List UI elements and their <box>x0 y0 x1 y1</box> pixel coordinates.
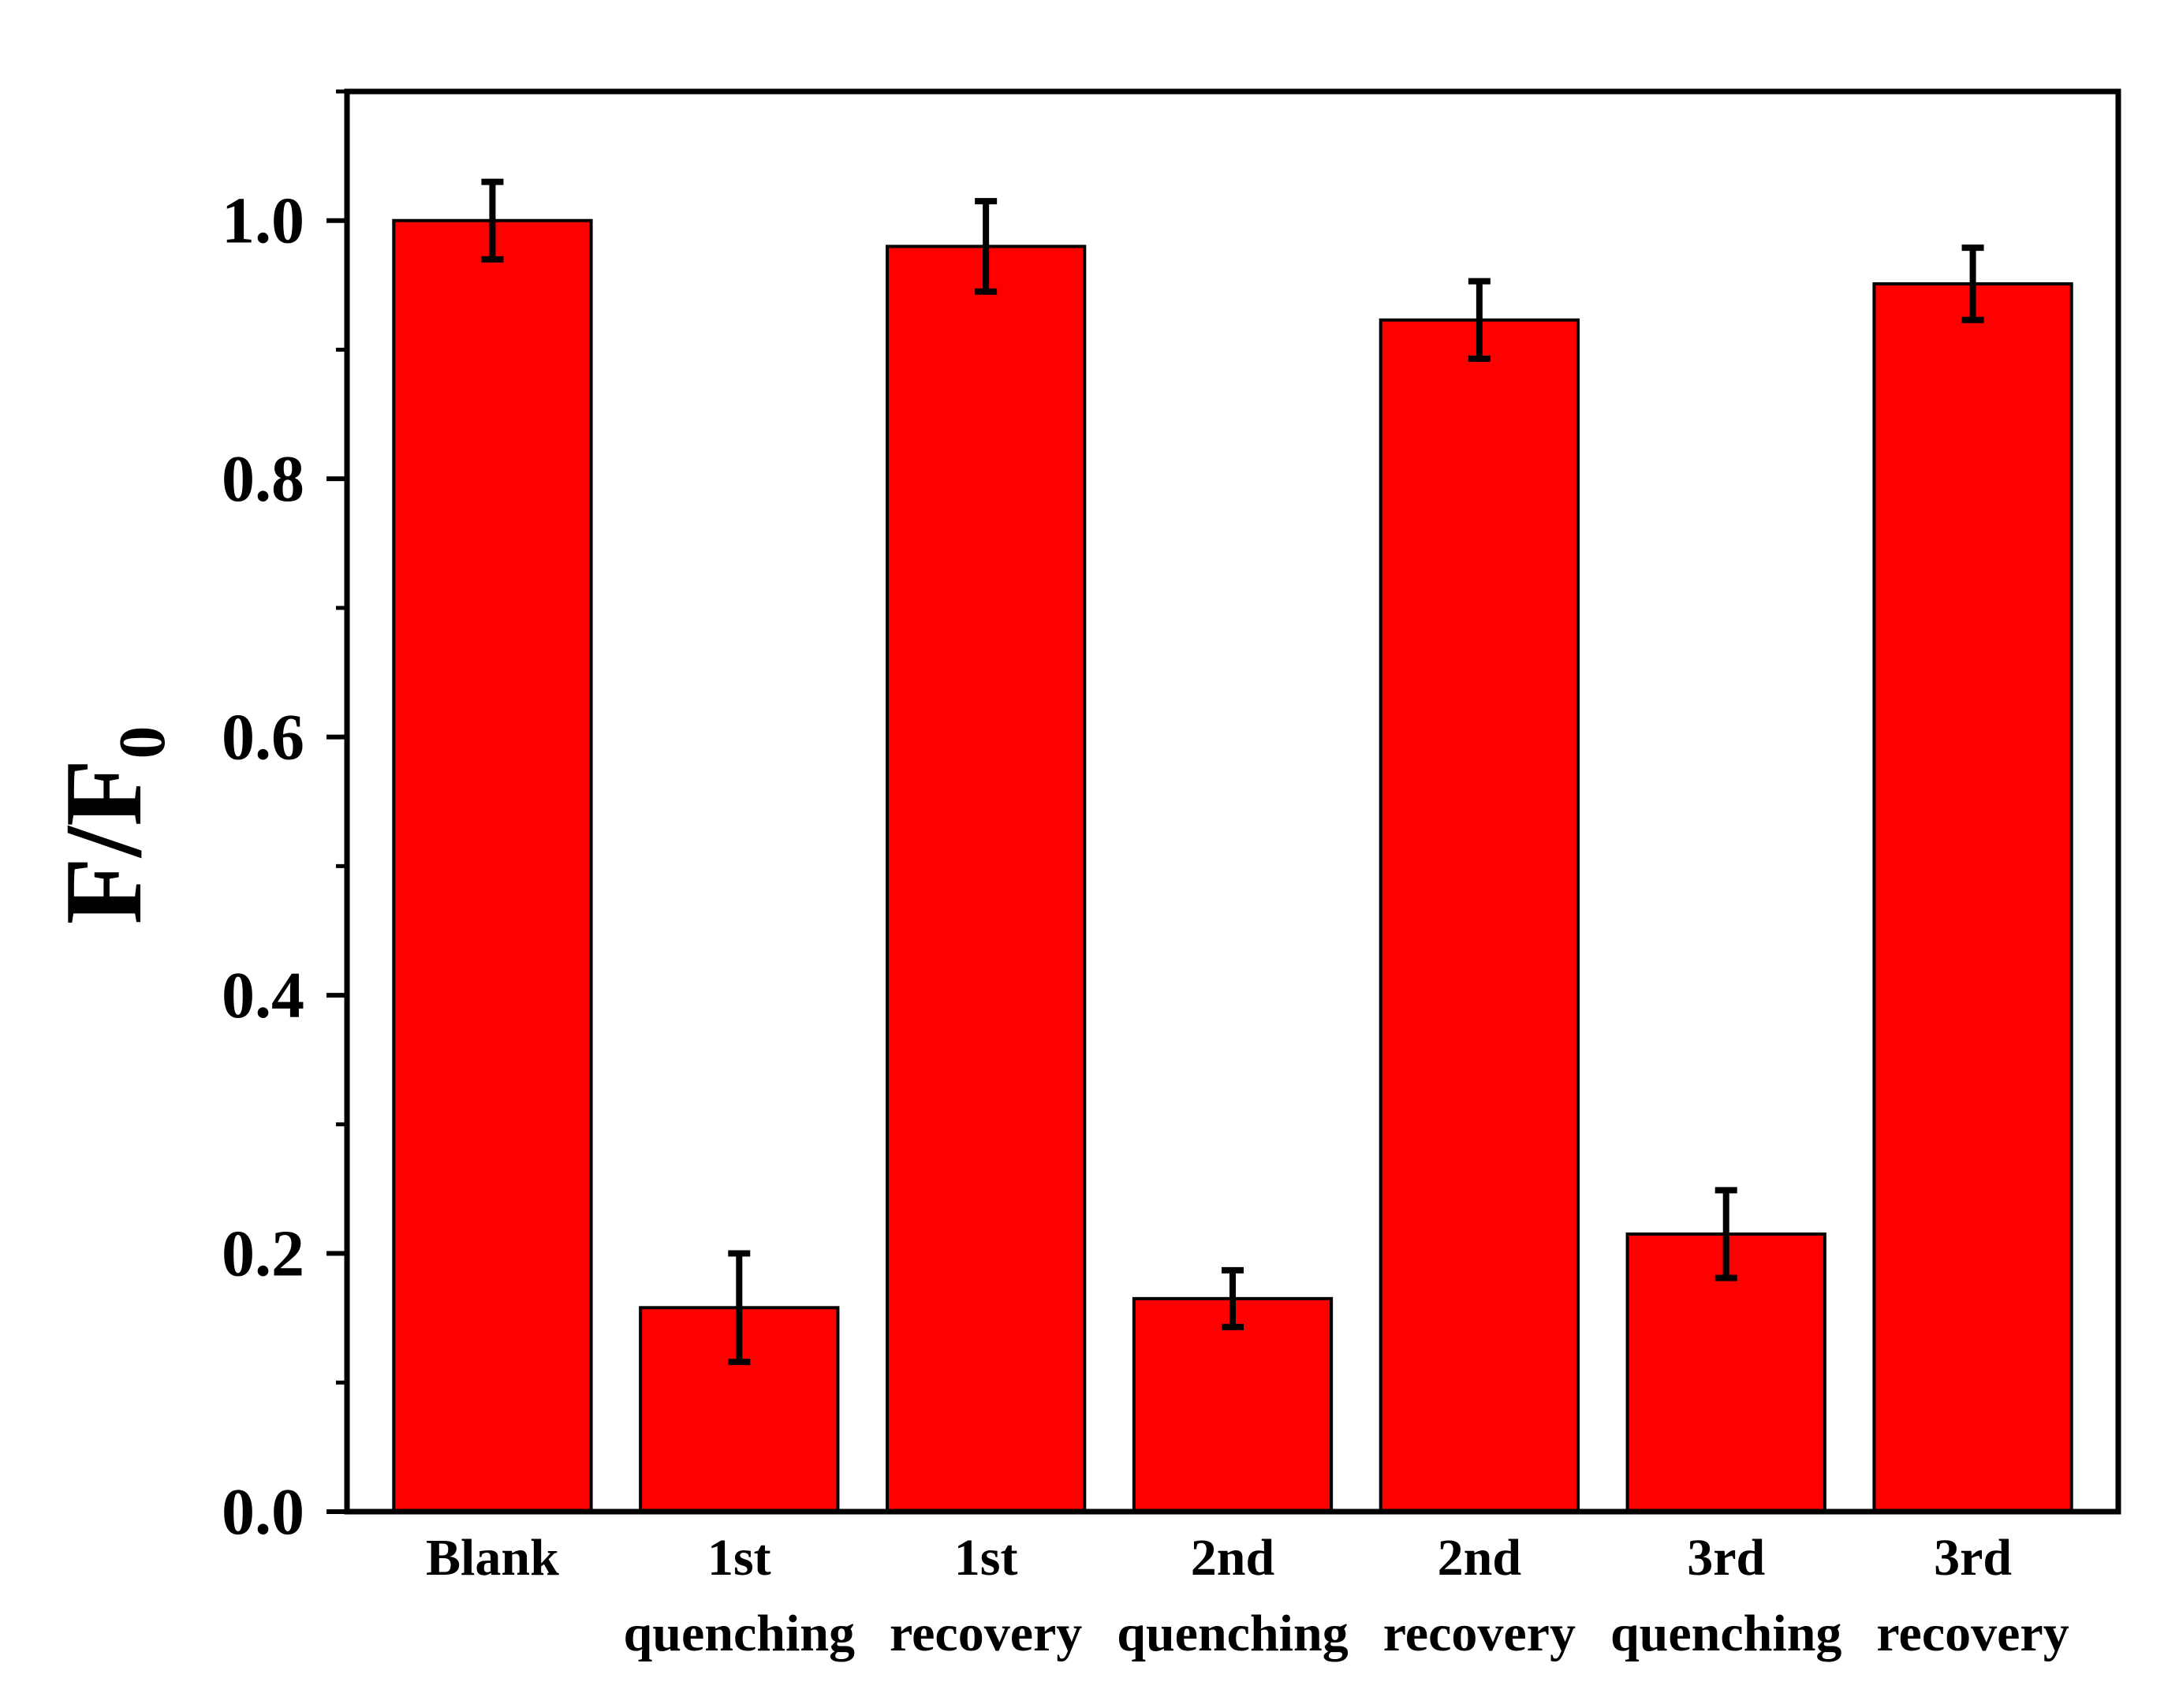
y-tick-label: 0.4 <box>222 959 304 1032</box>
y-axis-label-layer: F/F0 <box>43 726 179 925</box>
x-category-label: Blank <box>426 1529 559 1587</box>
y-axis-label-subscript: 0 <box>106 726 179 759</box>
y-tick-label: 0.6 <box>222 701 304 774</box>
error-bars-layer <box>481 178 1984 1366</box>
x-category-label-line: quenching <box>624 1605 855 1662</box>
bar <box>1379 318 1580 1514</box>
x-category-label-line: recovery <box>1383 1605 1576 1662</box>
x-category-label-line: 3rd <box>1687 1529 1765 1587</box>
x-category-label-line: quenching <box>1117 1605 1348 1662</box>
bar <box>1132 1296 1334 1513</box>
y-axis-label-main: F/F <box>43 759 165 925</box>
bar <box>392 218 593 1513</box>
x-category-label-line: 1st <box>954 1529 1018 1587</box>
x-category-label: 1st recovery <box>890 1529 1082 1662</box>
y-tick-label: 0.0 <box>222 1475 304 1549</box>
x-category-label-line: 1st <box>707 1529 771 1587</box>
x-category-label-line: Blank <box>426 1529 559 1587</box>
axes-layer <box>326 88 2121 1515</box>
x-category-label-line: quenching <box>1610 1605 1841 1662</box>
y-tick-label: 0.2 <box>222 1218 304 1291</box>
x-category-label-line: 2nd <box>1438 1529 1521 1587</box>
x-category-label-line: recovery <box>890 1605 1082 1662</box>
x-category-label-line: recovery <box>1876 1605 2069 1662</box>
y-tick-label: 0.8 <box>222 442 304 516</box>
x-category-label: 3rd quenching <box>1610 1529 1841 1662</box>
x-category-label: 1st quenching <box>624 1529 855 1662</box>
x-category-label-line: 3rd <box>1934 1529 2012 1587</box>
x-category-label-line: 2nd <box>1191 1529 1274 1587</box>
x-category-label: 2nd quenching <box>1117 1529 1348 1662</box>
y-tick-labels-layer: 0.0 0.2 0.4 0.6 0.8 1.0 <box>222 185 304 1549</box>
x-category-label: 2nd recovery <box>1383 1529 1576 1662</box>
bar <box>1872 282 2073 1514</box>
x-category-label: 3rd recovery <box>1876 1529 2069 1662</box>
y-axis-label: F/F0 <box>43 726 179 925</box>
plot-frame <box>344 88 2121 1515</box>
x-category-labels-layer: Blank 1st quenching 1st recovery 2nd quenching… <box>426 1529 2069 1662</box>
bar <box>886 244 1087 1513</box>
y-tick-label: 1.0 <box>222 185 304 258</box>
